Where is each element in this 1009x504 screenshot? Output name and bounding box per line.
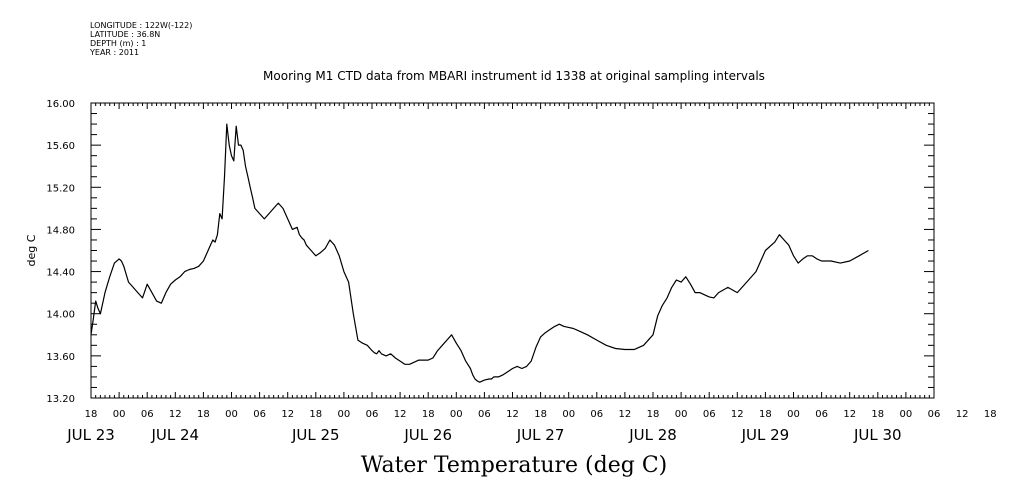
x-tick-label: 18 xyxy=(759,409,772,420)
x-tick-label: 18 xyxy=(871,409,884,420)
x-day-label: JUL 24 xyxy=(150,426,199,444)
y-tick-label: 14.80 xyxy=(46,225,75,236)
x-tick-label: 12 xyxy=(956,409,969,420)
y-axis-label: deg C xyxy=(25,234,38,266)
y-tick-label: 16.00 xyxy=(46,99,75,110)
x-tick-label: 12 xyxy=(843,409,856,420)
x-tick-label: 06 xyxy=(590,409,603,420)
x-tick-label: 18 xyxy=(422,409,435,420)
x-tick-label: 12 xyxy=(281,409,294,420)
x-tick-label: 00 xyxy=(225,409,238,420)
location-metadata: LONGITUDE : 122W(-122) LATITUDE : 36.8N … xyxy=(90,21,192,57)
y-tick-label: 14.40 xyxy=(46,268,75,279)
longitude-text: LONGITUDE : 122W(-122) xyxy=(90,21,193,30)
x-day-label: JUL 25 xyxy=(291,426,340,444)
x-tick-label: 06 xyxy=(815,409,828,420)
x-tick-label: 00 xyxy=(338,409,351,420)
x-day-label: JUL 28 xyxy=(628,426,677,444)
y-tick-label: 13.20 xyxy=(46,394,75,405)
x-day-label: JUL 26 xyxy=(403,426,452,444)
x-tick-label: 06 xyxy=(703,409,716,420)
x-tick-label: 12 xyxy=(506,409,519,420)
plot-frame xyxy=(90,102,935,399)
x-day-label: JUL 29 xyxy=(741,426,790,444)
x-tick-label: 06 xyxy=(141,409,154,420)
x-tick-label: 00 xyxy=(675,409,688,420)
x-tick-label: 00 xyxy=(113,409,126,420)
x-tick-label: 00 xyxy=(562,409,575,420)
y-tick-label: 13.60 xyxy=(46,352,75,363)
x-tick-label: 12 xyxy=(169,409,182,420)
x-tick-label: 18 xyxy=(647,409,660,420)
chart-title: Mooring M1 CTD data from MBARI instrumen… xyxy=(263,69,765,83)
x-day-label: JUL 23 xyxy=(66,426,115,444)
x-tick-label: 18 xyxy=(197,409,210,420)
x-tick-label: 18 xyxy=(984,409,997,420)
x-tick-label: 00 xyxy=(787,409,800,420)
water-temperature-line xyxy=(90,123,869,383)
x-tick-label: 12 xyxy=(394,409,407,420)
x-tick-label: 00 xyxy=(450,409,463,420)
x-tick-label: 06 xyxy=(478,409,491,420)
x-tick-label: 18 xyxy=(309,409,322,420)
y-tick-label: 14.00 xyxy=(46,310,75,321)
x-day-label: JUL 30 xyxy=(853,426,902,444)
y-tick-label: 15.60 xyxy=(46,141,75,152)
depth-text: DEPTH (m) : 1 xyxy=(90,39,147,48)
x-tick-label: 00 xyxy=(900,409,913,420)
year-text: YEAR : 2011 xyxy=(90,48,140,57)
x-day-label: JUL 27 xyxy=(516,426,565,444)
x-tick-label: 12 xyxy=(619,409,632,420)
x-tick-label: 06 xyxy=(928,409,941,420)
x-tick-label: 18 xyxy=(85,409,98,420)
y-tick-label: 15.20 xyxy=(46,183,75,194)
x-tick-label: 06 xyxy=(366,409,379,420)
x-tick-label: 06 xyxy=(253,409,266,420)
latitude-text: LATITUDE : 36.8N xyxy=(90,30,161,39)
x-tick-label: 18 xyxy=(534,409,547,420)
x-tick-label: 12 xyxy=(731,409,744,420)
bottom-title: Water Temperature (deg C) xyxy=(360,453,668,478)
